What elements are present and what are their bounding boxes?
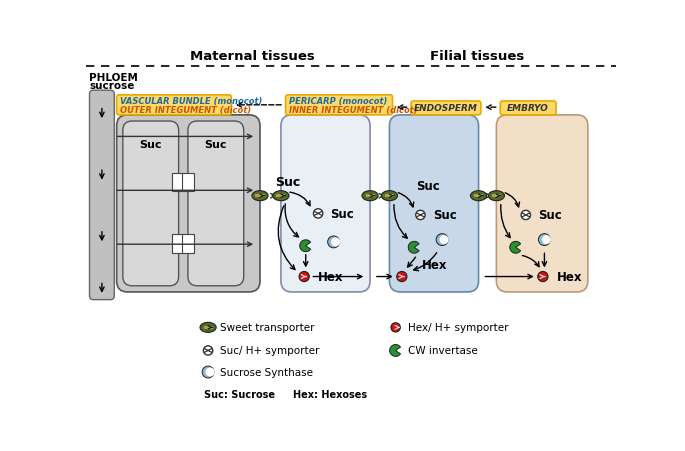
Text: EMBRYO: EMBRYO <box>508 104 549 113</box>
Ellipse shape <box>200 322 216 333</box>
Text: sucrose: sucrose <box>90 81 135 91</box>
Text: INNER INTEGUMENT (dicot): INNER INTEGUMENT (dicot) <box>290 106 418 115</box>
Text: Suc/ H+ symporter: Suc/ H+ symporter <box>221 346 320 356</box>
Ellipse shape <box>252 191 268 201</box>
Ellipse shape <box>382 191 397 201</box>
Text: Suc: Suc <box>538 209 562 222</box>
Text: CW invertase: CW invertase <box>408 346 477 356</box>
Text: Suc: Suc <box>331 207 354 221</box>
Text: Filial tissues: Filial tissues <box>430 51 524 63</box>
Text: Hex: Hex <box>318 271 344 283</box>
Bar <box>366 194 375 198</box>
Circle shape <box>314 209 323 219</box>
FancyBboxPatch shape <box>90 91 114 300</box>
Text: Suc: Suc <box>416 180 440 193</box>
Circle shape <box>440 235 449 244</box>
Ellipse shape <box>471 191 486 201</box>
Text: PERICARP (monocot): PERICARP (monocot) <box>290 97 388 106</box>
Circle shape <box>391 323 400 332</box>
Ellipse shape <box>273 191 289 201</box>
FancyBboxPatch shape <box>500 102 556 115</box>
FancyBboxPatch shape <box>286 96 393 115</box>
FancyBboxPatch shape <box>411 102 481 115</box>
Bar <box>173 173 185 192</box>
Text: Sweet transporter: Sweet transporter <box>221 322 315 333</box>
Circle shape <box>327 236 340 248</box>
Text: ENDOSPERM: ENDOSPERM <box>414 104 478 113</box>
FancyBboxPatch shape <box>116 115 260 292</box>
Text: Maternal tissues: Maternal tissues <box>190 51 314 63</box>
Bar <box>182 235 194 253</box>
Ellipse shape <box>488 191 504 201</box>
Bar <box>276 194 286 198</box>
FancyBboxPatch shape <box>497 115 588 292</box>
Text: Hex: Hex <box>557 271 582 283</box>
Circle shape <box>206 368 214 377</box>
Text: Suc: Suc <box>205 140 227 150</box>
FancyBboxPatch shape <box>188 122 244 286</box>
Circle shape <box>331 238 340 247</box>
FancyBboxPatch shape <box>281 115 370 292</box>
Wedge shape <box>390 345 401 357</box>
Bar <box>203 326 212 329</box>
Text: PHLOEM: PHLOEM <box>90 73 138 83</box>
Text: Suc: Suc <box>140 140 162 150</box>
Text: Suc: Sucrose: Suc: Sucrose <box>204 389 275 399</box>
Circle shape <box>436 234 448 246</box>
Text: Hex: Hex <box>422 259 447 272</box>
Text: Hex: Hexoses: Hex: Hexoses <box>293 389 367 399</box>
Circle shape <box>542 235 551 244</box>
FancyBboxPatch shape <box>123 122 179 286</box>
Wedge shape <box>408 242 419 253</box>
Wedge shape <box>300 240 310 252</box>
Circle shape <box>397 272 407 282</box>
Wedge shape <box>510 242 521 253</box>
Text: VASCULAR BUNDLE (monocot): VASCULAR BUNDLE (monocot) <box>121 97 263 106</box>
Bar <box>474 194 483 198</box>
Text: Suc: Suc <box>433 209 457 222</box>
Bar <box>385 194 394 198</box>
Bar <box>256 194 264 198</box>
Bar <box>173 235 185 253</box>
Circle shape <box>299 272 310 282</box>
Text: Suc: Suc <box>275 176 301 189</box>
Circle shape <box>521 211 530 220</box>
FancyBboxPatch shape <box>390 115 479 292</box>
Circle shape <box>538 272 548 282</box>
FancyBboxPatch shape <box>116 96 232 115</box>
Bar <box>182 173 194 192</box>
Circle shape <box>538 234 550 246</box>
Circle shape <box>202 366 214 378</box>
Circle shape <box>416 211 425 220</box>
Bar <box>492 194 501 198</box>
Text: Sucrose Synthase: Sucrose Synthase <box>221 367 314 377</box>
Text: Hex/ H+ symporter: Hex/ H+ symporter <box>408 322 508 333</box>
Text: OUTER INTEGUMENT (dicot): OUTER INTEGUMENT (dicot) <box>121 106 251 115</box>
Circle shape <box>203 346 213 355</box>
Ellipse shape <box>362 191 378 201</box>
